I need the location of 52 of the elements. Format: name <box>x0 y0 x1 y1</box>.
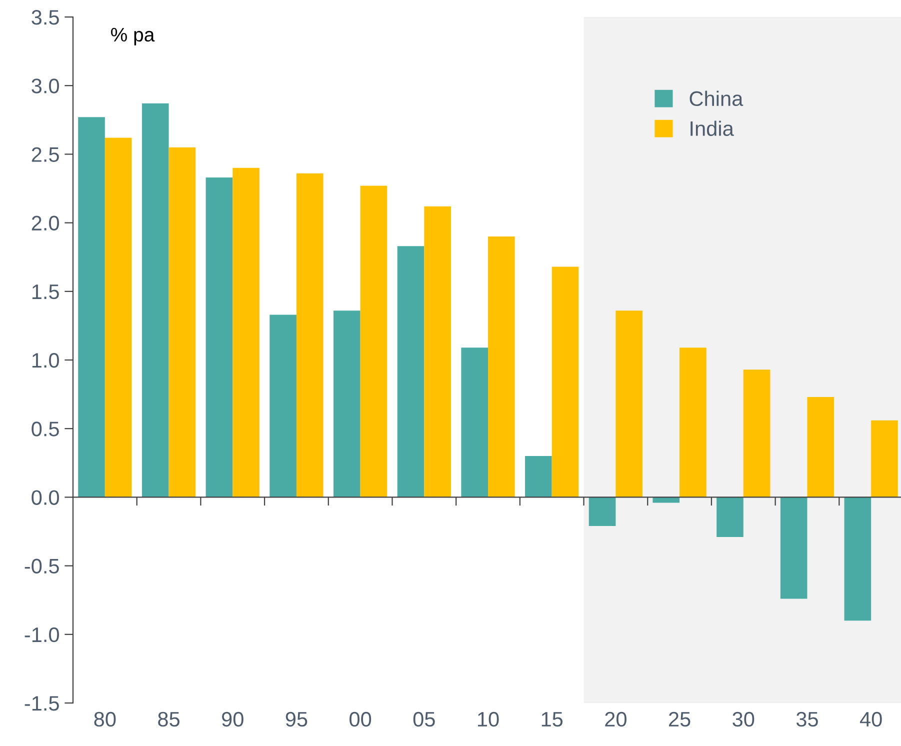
bar <box>716 497 744 537</box>
y-tick-label: -1.5 <box>24 696 59 711</box>
bar <box>397 246 424 498</box>
x-tick-label: 30 <box>732 712 754 727</box>
x-tick-label: 25 <box>669 712 690 727</box>
x-tick-label: 15 <box>542 712 563 727</box>
bar <box>78 117 105 498</box>
legend-label: India <box>690 120 734 136</box>
bar <box>871 420 898 498</box>
x-tick-label: 05 <box>413 712 435 727</box>
x-tick-label: 80 <box>94 712 116 727</box>
bar <box>588 497 616 526</box>
bar <box>296 173 324 498</box>
bar <box>232 168 260 498</box>
bar <box>333 310 360 498</box>
x-tick-label: 40 <box>860 712 882 727</box>
x-tick-label: 85 <box>158 712 180 727</box>
y-tick-label: 0.5 <box>32 422 59 436</box>
bar <box>807 397 834 498</box>
bar <box>142 103 169 498</box>
bar <box>461 348 488 498</box>
bar <box>360 186 388 498</box>
bar <box>552 266 579 498</box>
legend-label: China <box>690 90 744 106</box>
y-tick-label: 0.0 <box>32 490 59 505</box>
bar <box>680 348 706 498</box>
x-tick-label: 90 <box>222 712 244 727</box>
y-tick-label: 1.0 <box>32 353 59 368</box>
x-tick-label: 35 <box>796 712 818 727</box>
y-tick-label: 2.5 <box>32 147 59 162</box>
bar <box>168 147 196 498</box>
bar <box>206 178 233 498</box>
y-axis-title: % pa <box>111 28 155 46</box>
y-tick-label: -1.0 <box>24 627 59 642</box>
y-tick-label: 1.5 <box>32 284 59 300</box>
bar <box>270 314 296 498</box>
x-tick-label: 20 <box>605 712 626 727</box>
x-tick-label: 95 <box>286 712 308 727</box>
bar <box>616 310 643 498</box>
bar <box>488 236 515 498</box>
y-tick-label: 3.5 <box>32 10 59 25</box>
x-tick-label: 00 <box>350 712 372 727</box>
bar <box>424 206 451 498</box>
y-tick-label: -0.5 <box>24 558 59 574</box>
bar <box>525 456 552 498</box>
bar <box>780 497 808 599</box>
x-tick-label: 10 <box>478 712 499 727</box>
bar <box>743 370 770 498</box>
y-tick-label: 3.0 <box>32 78 59 94</box>
bar <box>104 138 132 498</box>
y-tick-label: 2.0 <box>32 216 59 231</box>
bar <box>844 497 872 621</box>
